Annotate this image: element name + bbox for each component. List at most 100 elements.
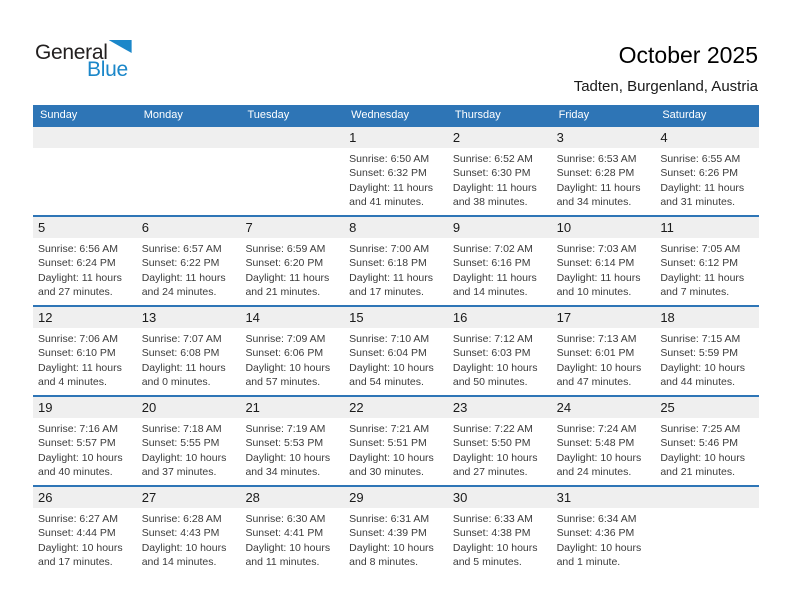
daylight-text: Daylight: 11 hours and 21 minutes. — [245, 271, 330, 298]
daylight-text: Daylight: 11 hours and 10 minutes. — [556, 271, 641, 298]
sunrise-text: Sunrise: 6:28 AM — [141, 513, 222, 525]
day-info: Sunrise: 7:03 AM Sunset: 6:14 PM Daylight:… — [552, 238, 656, 299]
weekday-header-wednesday: Wednesday — [351, 109, 410, 121]
day-number: 19 — [33, 397, 137, 418]
day-cell-10: 10 Sunrise: 7:03 AM Sunset: 6:14 PM Dayligh… — [551, 217, 656, 305]
day-number: 27 — [136, 487, 241, 508]
sunrise-text: Sunrise: 6:33 AM — [452, 513, 533, 525]
sunrise-text: Sunrise: 6:50 AM — [349, 153, 430, 165]
day-number: 14 — [240, 307, 345, 328]
sunset-text: Sunset: 5:53 PM — [245, 437, 324, 450]
sunset-text: Sunset: 4:39 PM — [349, 527, 427, 540]
daylight-text: Daylight: 11 hours and 41 minutes. — [349, 181, 434, 208]
day-number: 11 — [655, 217, 760, 238]
sunset-text: Sunset: 5:51 PM — [349, 437, 427, 450]
sunrise-text: Sunrise: 6:55 AM — [660, 153, 741, 165]
sunrise-text: Sunrise: 6:27 AM — [38, 513, 118, 525]
sunset-text: Sunset: 6:18 PM — [349, 257, 427, 270]
weekday-header-row: Sunday Monday Tuesday Wednesday Thursday Frid… — [33, 105, 759, 125]
weekday-header-sunday: Sunday — [40, 109, 78, 121]
sunset-text: Sunset: 5:50 PM — [452, 437, 531, 450]
day-number: 10 — [551, 217, 656, 238]
day-info: Sunrise: 7:07 AM Sunset: 6:08 PM Daylight:… — [137, 328, 241, 389]
day-cell-31: 31 Sunrise: 6:34 AM Sunset: 4:36 PM Dayligh… — [551, 487, 656, 575]
day-cell-3: 3 Sunrise: 6:53 AM Sunset: 6:28 PM Daylight… — [551, 127, 656, 215]
sunset-text: Sunset: 6:10 PM — [38, 347, 116, 360]
day-info: Sunrise: 7:05 AM Sunset: 6:12 PM Daylight:… — [655, 238, 759, 299]
sunrise-text: Sunrise: 7:25 AM — [660, 423, 741, 435]
sunrise-text: Sunrise: 7:18 AM — [141, 423, 222, 435]
daylight-text: Daylight: 11 hours and 31 minutes. — [660, 181, 745, 208]
sunrise-text: Sunrise: 7:13 AM — [556, 333, 637, 345]
day-cell-23: 23 Sunrise: 7:22 AM Sunset: 5:50 PM Dayligh… — [447, 397, 552, 485]
day-number: 8 — [344, 217, 448, 238]
page-title: October 2025 — [618, 42, 758, 68]
sunrise-text: Sunrise: 6:59 AM — [245, 243, 326, 255]
daylight-text: Daylight: 10 hours and 24 minutes. — [556, 451, 642, 478]
day-info: Sunrise: 6:53 AM Sunset: 6:28 PM Daylight:… — [552, 148, 656, 209]
day-number: 31 — [551, 487, 656, 508]
day-info: Sunrise: 7:06 AM Sunset: 6:10 PM Daylight:… — [33, 328, 137, 389]
daylight-text: Daylight: 10 hours and 44 minutes. — [660, 361, 745, 388]
sunset-text: Sunset: 6:06 PM — [245, 347, 324, 360]
sunrise-text: Sunrise: 7:03 AM — [556, 243, 637, 255]
day-info: Sunrise: 7:24 AM Sunset: 5:48 PM Daylight:… — [552, 418, 656, 479]
calendar: Sunday Monday Tuesday Wednesday Thursday Frid… — [33, 105, 760, 575]
day-number: 25 — [655, 397, 760, 418]
day-cell-22: 22 Sunrise: 7:21 AM Sunset: 5:51 PM Dayligh… — [344, 397, 448, 485]
week-row: 19 Sunrise: 7:16 AM Sunset: 5:57 PM Dayligh… — [33, 395, 760, 485]
sunset-text: Sunset: 6:04 PM — [349, 347, 427, 360]
day-info: Sunrise: 6:52 AM Sunset: 6:30 PM Daylight:… — [448, 148, 552, 209]
day-cell-21: 21 Sunrise: 7:19 AM Sunset: 5:53 PM Dayligh… — [240, 397, 345, 485]
day-number — [136, 127, 241, 148]
day-info: Sunrise: 7:22 AM Sunset: 5:50 PM Daylight:… — [448, 418, 552, 479]
day-info: Sunrise: 7:18 AM Sunset: 5:55 PM Daylight:… — [137, 418, 241, 479]
day-number: 15 — [344, 307, 448, 328]
day-cell-11: 11 Sunrise: 7:05 AM Sunset: 6:12 PM Dayligh… — [655, 217, 760, 305]
day-number: 4 — [655, 127, 760, 148]
day-cell-20: 20 Sunrise: 7:18 AM Sunset: 5:55 PM Dayligh… — [136, 397, 241, 485]
sunrise-text: Sunrise: 7:16 AM — [38, 423, 118, 435]
daylight-text: Daylight: 11 hours and 17 minutes. — [349, 271, 434, 298]
day-number: 30 — [447, 487, 552, 508]
daylight-text: Daylight: 11 hours and 27 minutes. — [38, 271, 122, 298]
daylight-text: Daylight: 10 hours and 27 minutes. — [452, 451, 538, 478]
sunrise-text: Sunrise: 7:21 AM — [349, 423, 430, 435]
day-cell-5: 5 Sunrise: 6:56 AM Sunset: 6:24 PM Daylight… — [33, 217, 137, 305]
day-number — [655, 487, 760, 508]
day-number: 1 — [344, 127, 448, 148]
sunrise-text: Sunrise: 6:56 AM — [38, 243, 118, 255]
sunset-text: Sunset: 6:30 PM — [452, 167, 531, 180]
day-info: Sunrise: 7:09 AM Sunset: 6:06 PM Daylight:… — [240, 328, 344, 389]
day-info: Sunrise: 6:33 AM Sunset: 4:38 PM Daylight:… — [448, 508, 552, 569]
day-number: 17 — [551, 307, 656, 328]
daylight-text: Daylight: 11 hours and 34 minutes. — [556, 181, 641, 208]
calendar-weeks: 1 Sunrise: 6:50 AM Sunset: 6:32 PM Daylight… — [33, 125, 760, 575]
day-info: Sunrise: 7:02 AM Sunset: 6:16 PM Daylight:… — [448, 238, 552, 299]
daylight-text: Daylight: 10 hours and 1 minute. — [556, 541, 642, 568]
sunrise-text: Sunrise: 7:24 AM — [556, 423, 637, 435]
day-number: 13 — [136, 307, 241, 328]
sunset-text: Sunset: 4:44 PM — [38, 527, 116, 540]
day-info: Sunrise: 6:59 AM Sunset: 6:20 PM Daylight:… — [240, 238, 344, 299]
day-cell-24: 24 Sunrise: 7:24 AM Sunset: 5:48 PM Dayligh… — [551, 397, 656, 485]
logo-triangle-icon — [108, 40, 132, 53]
sunset-text: Sunset: 6:03 PM — [452, 347, 531, 360]
day-number: 5 — [33, 217, 137, 238]
day-cell-4: 4 Sunrise: 6:55 AM Sunset: 6:26 PM Daylight… — [655, 127, 760, 215]
sunrise-text: Sunrise: 7:19 AM — [245, 423, 326, 435]
day-info: Sunrise: 7:15 AM Sunset: 5:59 PM Daylight:… — [655, 328, 759, 389]
day-number: 7 — [240, 217, 345, 238]
day-info: Sunrise: 7:10 AM Sunset: 6:04 PM Daylight:… — [344, 328, 448, 389]
sunset-text: Sunset: 4:41 PM — [245, 527, 324, 540]
day-cell-2: 2 Sunrise: 6:52 AM Sunset: 6:30 PM Daylight… — [447, 127, 552, 215]
day-cell-empty — [655, 487, 760, 575]
daylight-text: Daylight: 11 hours and 38 minutes. — [452, 181, 537, 208]
week-row: 12 Sunrise: 7:06 AM Sunset: 6:10 PM Dayligh… — [33, 305, 760, 395]
daylight-text: Daylight: 10 hours and 30 minutes. — [349, 451, 434, 478]
day-info: Sunrise: 6:57 AM Sunset: 6:22 PM Daylight:… — [137, 238, 241, 299]
day-cell-29: 29 Sunrise: 6:31 AM Sunset: 4:39 PM Dayligh… — [344, 487, 448, 575]
sunrise-text: Sunrise: 7:06 AM — [38, 333, 118, 345]
general-blue-logo: General Blue — [35, 40, 132, 82]
day-cell-19: 19 Sunrise: 7:16 AM Sunset: 5:57 PM Dayligh… — [33, 397, 137, 485]
